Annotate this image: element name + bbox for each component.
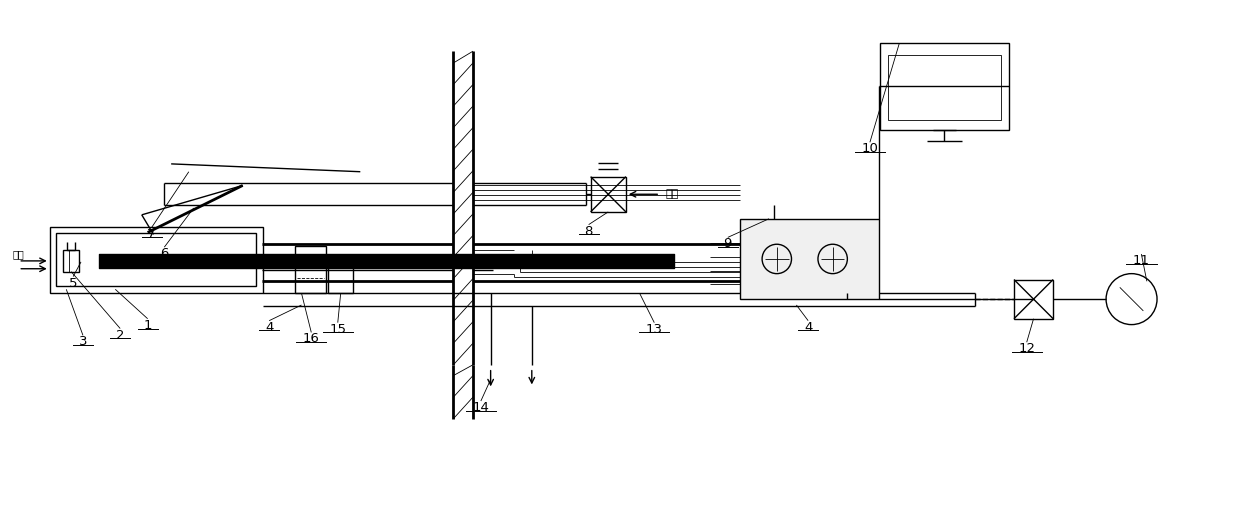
- Text: 16: 16: [303, 332, 320, 346]
- Text: 13: 13: [646, 323, 663, 336]
- Text: 11: 11: [1133, 254, 1149, 267]
- Text: 5: 5: [69, 276, 77, 290]
- Bar: [295, 246, 326, 293]
- Text: 12: 12: [1018, 342, 1035, 355]
- Bar: [57, 233, 257, 286]
- Text: 放气: 放气: [665, 189, 678, 199]
- Text: 9: 9: [724, 238, 732, 250]
- Text: 2: 2: [117, 329, 124, 342]
- Bar: [888, 55, 1001, 120]
- Text: 4: 4: [265, 321, 273, 334]
- Bar: [1014, 280, 1053, 318]
- Text: 6: 6: [160, 247, 169, 260]
- Bar: [63, 250, 79, 272]
- Bar: [879, 44, 1009, 130]
- Text: 1: 1: [144, 318, 151, 332]
- Text: 进样: 进样: [12, 249, 24, 259]
- Text: 3: 3: [78, 335, 87, 348]
- Text: 15: 15: [330, 323, 346, 336]
- Text: 14: 14: [472, 401, 490, 414]
- Bar: [327, 256, 353, 293]
- Text: 8: 8: [584, 225, 593, 238]
- Bar: [50, 227, 263, 293]
- Bar: [739, 219, 879, 299]
- Text: 7: 7: [148, 227, 156, 241]
- Text: 10: 10: [862, 142, 878, 155]
- Bar: [590, 177, 626, 212]
- Text: 4: 4: [804, 321, 812, 334]
